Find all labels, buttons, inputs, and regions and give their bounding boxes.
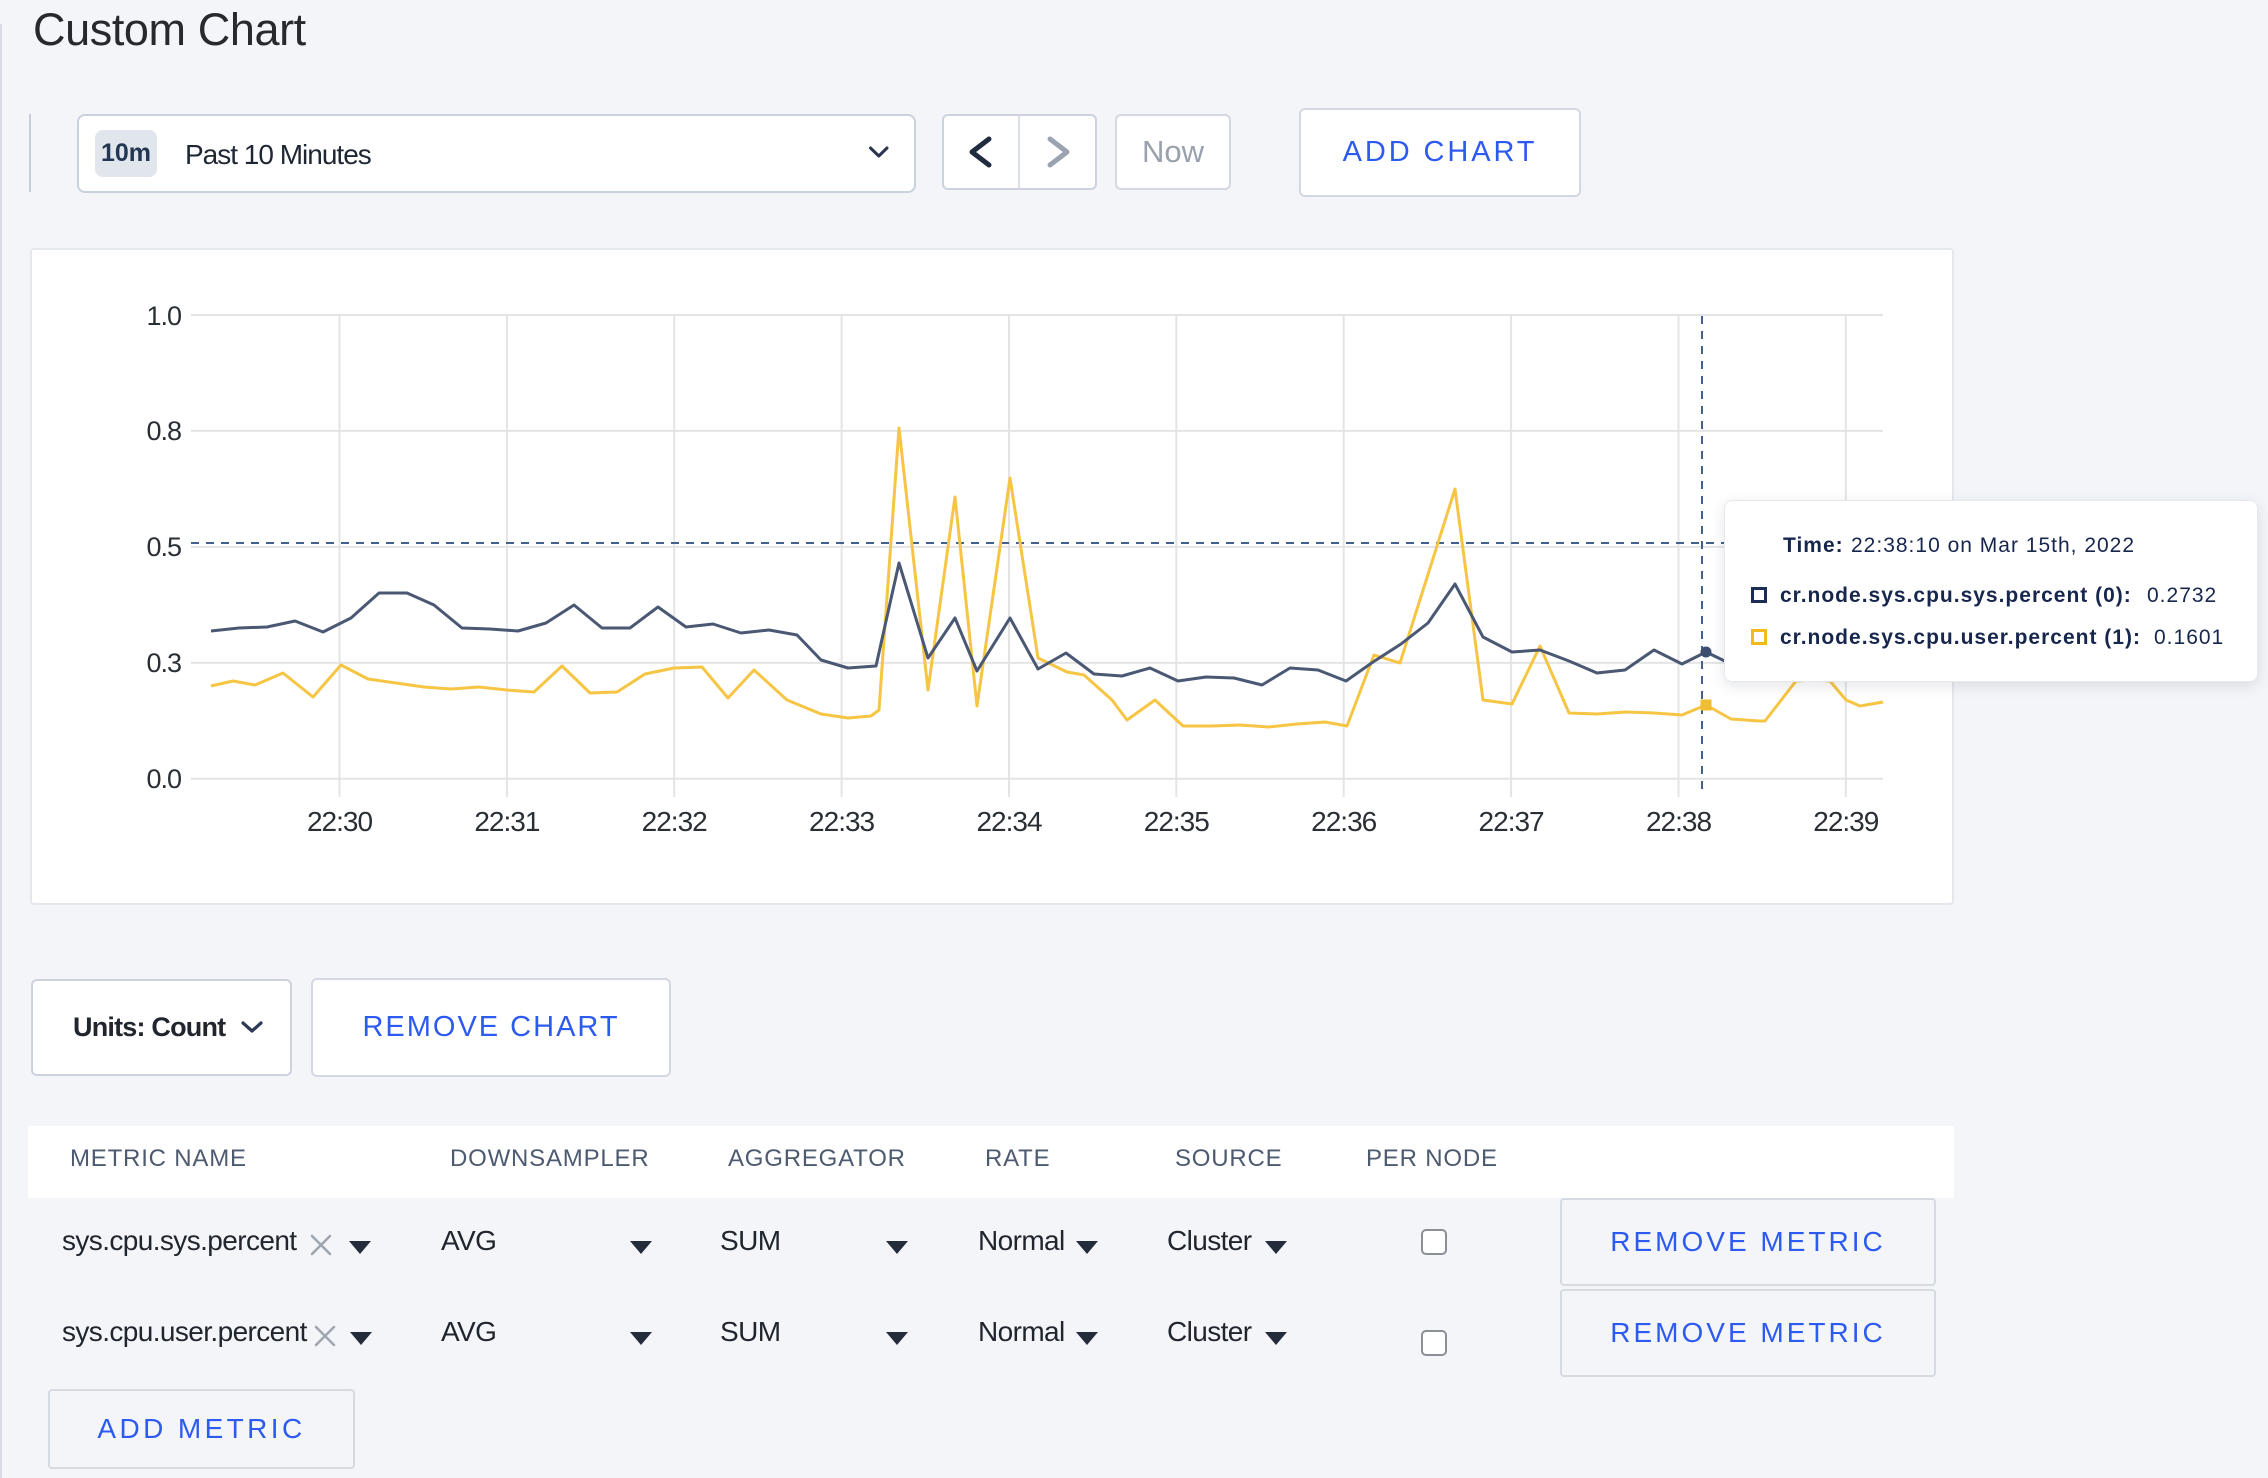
svg-text:22:32: 22:32 — [642, 806, 707, 837]
svg-text:0.3: 0.3 — [146, 648, 181, 678]
svg-text:22:34: 22:34 — [976, 806, 1041, 837]
svg-text:22:37: 22:37 — [1479, 806, 1544, 837]
svg-text:0.5: 0.5 — [146, 532, 181, 562]
svg-text:22:39: 22:39 — [1813, 806, 1878, 837]
svg-text:1.0: 1.0 — [146, 301, 181, 331]
svg-text:0.0: 0.0 — [146, 764, 181, 794]
svg-text:22:31: 22:31 — [474, 806, 539, 837]
svg-text:22:30: 22:30 — [307, 806, 372, 837]
svg-text:0.8: 0.8 — [146, 416, 181, 446]
svg-text:22:36: 22:36 — [1311, 806, 1376, 837]
svg-text:22:35: 22:35 — [1144, 806, 1209, 837]
svg-text:22:33: 22:33 — [809, 806, 874, 837]
svg-text:22:38: 22:38 — [1646, 806, 1711, 837]
